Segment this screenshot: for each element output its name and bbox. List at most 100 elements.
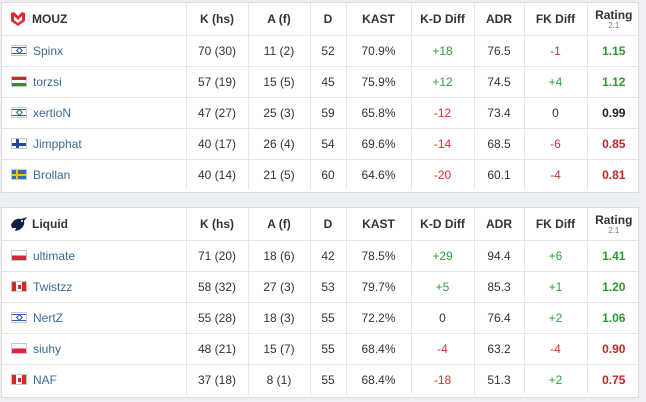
player-name-link[interactable]: NAF (33, 372, 57, 387)
col-rating[interactable]: Rating 2.1 (587, 3, 640, 36)
player-row: xertioN 47 (27) 25 (3) 59 65.8% -12 73.4 0 0.99 (2, 97, 640, 129)
kast-value: 69.6% (346, 128, 412, 160)
rating-version: 2.1 (608, 225, 620, 235)
deaths-value: 42 (310, 240, 347, 272)
rating-value: 0.90 (587, 333, 640, 365)
flag-fi-icon (11, 138, 27, 149)
kast-value: 75.9% (346, 66, 412, 98)
rating-value: 0.81 (602, 167, 626, 182)
player-row: Brollan 40 (14) 21 (5) 60 64.6% -20 60.1 -4 0.81 (2, 159, 640, 190)
col-kd-diff[interactable]: K-D Diff (411, 208, 475, 241)
rating-value: 1.20 (587, 271, 640, 303)
fk-diff-value: +2 (524, 302, 588, 334)
adr-value: 76.4 (474, 302, 525, 334)
col-kills[interactable]: K (hs) (186, 208, 249, 241)
adr-value: 63.2 (474, 333, 525, 365)
kills-value: 47 (27) (186, 97, 249, 129)
assists-value: 25 (3) (248, 97, 311, 129)
player-row: siuhy 48 (21) 15 (7) 55 68.4% -4 63.2 -4 0.90 (2, 333, 640, 365)
col-kd-diff[interactable]: K-D Diff (411, 3, 475, 36)
player-name-link[interactable]: ultimate (33, 248, 76, 263)
team-name: Liquid (32, 216, 68, 231)
kast-value: 68.4% (346, 333, 412, 365)
kast-value: 78.5% (346, 240, 412, 272)
kills-value: 48 (21) (186, 333, 249, 365)
rating-value: 1.15 (587, 35, 640, 67)
player-cell: Spinx (2, 35, 187, 67)
deaths-value: 52 (310, 35, 347, 67)
player-name-link[interactable]: Brollan (33, 167, 71, 182)
player-name-link[interactable]: xertioN (33, 105, 72, 120)
kd-diff-value: -20 (411, 159, 475, 190)
fk-diff-value: +1 (524, 271, 588, 303)
kd-diff-value: -14 (411, 128, 475, 160)
mouz-logo-icon (10, 11, 26, 27)
flag-pl-icon (11, 250, 27, 261)
kills-value: 57 (19) (186, 66, 249, 98)
rating-value: 0.75 (602, 372, 626, 387)
adr-value: 68.5 (474, 128, 525, 160)
adr-value: 74.5 (474, 66, 525, 98)
assists-value: 8 (1) (248, 364, 311, 395)
col-kills[interactable]: K (hs) (186, 3, 249, 36)
col-fk-diff[interactable]: FK Diff (524, 208, 588, 241)
team-header[interactable]: Liquid (2, 208, 187, 241)
rating-value: 0.99 (587, 97, 640, 129)
col-adr[interactable]: ADR (474, 208, 525, 241)
deaths-value: 55 (310, 333, 347, 365)
col-fk-diff[interactable]: FK Diff (524, 3, 588, 36)
player-cell: siuhy (2, 333, 187, 365)
kast-value: 72.2% (346, 302, 412, 334)
flag-il-icon (11, 312, 27, 323)
fk-diff-value: 0 (524, 97, 588, 129)
player-row: Twistzz 58 (32) 27 (3) 53 79.7% +5 85.3 +1 1.20 (2, 271, 640, 303)
team-header[interactable]: MOUZ (2, 3, 187, 36)
player-row: Jimpphat 40 (17) 26 (4) 54 69.6% -14 68.5 -6 0.8… (2, 128, 640, 160)
kast-value: 79.7% (346, 271, 412, 303)
flag-hu-icon (11, 76, 27, 87)
player-cell: xertioN (2, 97, 187, 129)
player-name-link[interactable]: Jimpphat (33, 136, 82, 151)
player-name-link[interactable]: siuhy (33, 341, 62, 356)
assists-value: 27 (3) (248, 271, 311, 303)
col-kast[interactable]: KAST (346, 208, 412, 241)
player-row: NAF 37 (18) 8 (1) 55 68.4% -18 51.3 +2 0.75 (2, 364, 640, 395)
col-assists[interactable]: A (f) (248, 3, 311, 36)
table-header-row: Liquid K (hs) A (f) D KAST K-D Diff ADR … (2, 208, 640, 241)
kills-value: 40 (17) (186, 128, 249, 160)
deaths-value: 45 (310, 66, 347, 98)
flag-se-icon (11, 169, 27, 181)
player-name-link[interactable]: NertZ (33, 310, 63, 325)
col-assists[interactable]: A (f) (248, 208, 311, 241)
col-rating[interactable]: Rating 2.1 (587, 208, 640, 241)
kd-diff-value: -18 (411, 364, 475, 395)
col-adr[interactable]: ADR (474, 3, 525, 36)
rating-value: 1.06 (587, 302, 640, 334)
col-deaths[interactable]: D (310, 208, 347, 241)
flag-ca-icon (11, 281, 27, 292)
deaths-value: 59 (310, 97, 347, 129)
kd-diff-value: -4 (411, 333, 475, 365)
assists-value: 21 (5) (248, 159, 311, 190)
player-name-link[interactable]: Twistzz (33, 279, 73, 294)
player-name-link[interactable]: torzsi (33, 74, 62, 89)
assists-value: 26 (4) (248, 128, 311, 160)
flag-il-icon (11, 107, 27, 118)
col-deaths[interactable]: D (310, 3, 347, 36)
rating-value: 0.85 (587, 128, 640, 160)
rating-value: 1.12 (587, 66, 640, 98)
team-name: MOUZ (32, 11, 68, 26)
player-row: torzsi 57 (19) 15 (5) 45 75.9% +12 74.5 +4 1.12 (2, 66, 640, 98)
col-rating-label: Rating (595, 7, 633, 22)
kast-value: 70.9% (346, 35, 412, 67)
deaths-value: 55 (310, 302, 347, 334)
deaths-value: 55 (310, 364, 347, 395)
col-rating-label: Rating (595, 212, 633, 227)
assists-value: 11 (2) (248, 35, 311, 67)
player-cell: Twistzz (2, 271, 187, 303)
col-kast[interactable]: KAST (346, 3, 412, 36)
kd-diff-value: +18 (411, 35, 475, 67)
player-name-link[interactable]: Spinx (33, 43, 64, 58)
fk-diff-value: -4 (524, 159, 588, 190)
deaths-value: 53 (310, 271, 347, 303)
